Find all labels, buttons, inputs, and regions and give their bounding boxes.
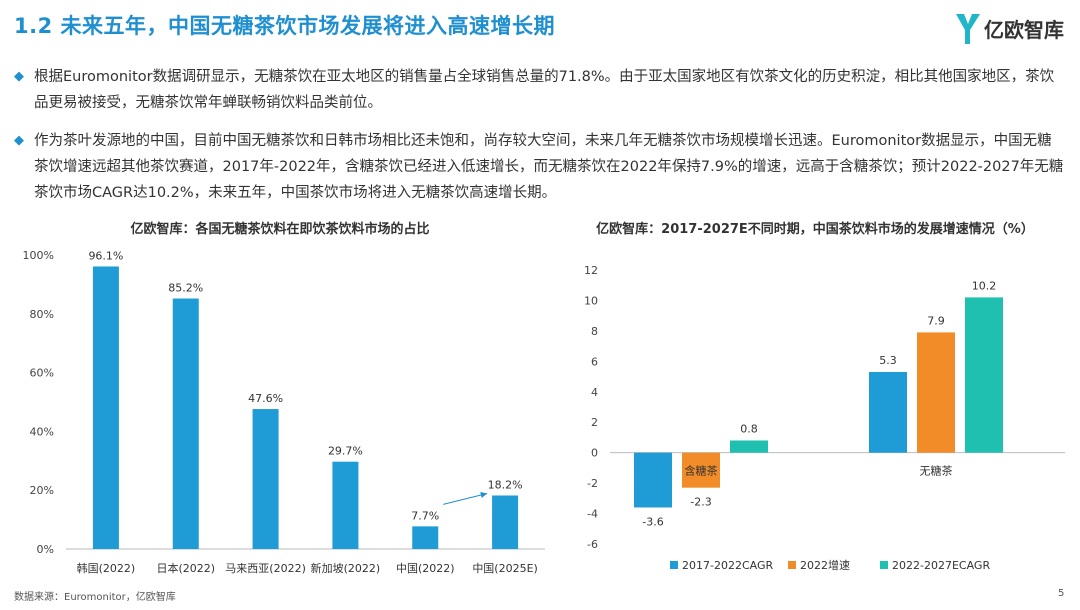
y-tick-label: 0% (37, 543, 54, 556)
y-tick-label: 10 (584, 294, 598, 307)
bar (492, 495, 519, 549)
bar (92, 266, 119, 549)
diamond-icon: ◆ (14, 133, 24, 148)
legend-label: 2022增速 (800, 558, 850, 572)
y-tick-label: 2 (591, 416, 598, 429)
data-label: 7.7% (411, 509, 439, 522)
x-tick-label: 新加坡(2022) (311, 561, 381, 575)
bullet-2: ◆ 作为茶叶发源地的中国，目前中国无糖茶饮和日韩市场相比还未饱和，尚存较大空间，… (14, 128, 1064, 206)
logo-text: 亿欧智库 (984, 18, 1064, 42)
y-tick-label: 80% (30, 308, 54, 321)
diamond-icon: ◆ (14, 69, 24, 84)
data-label: 85.2% (168, 282, 203, 295)
y-tick-label: -6 (587, 538, 598, 551)
source-note: 数据来源：Euromonitor，亿欧智库 (14, 592, 176, 603)
bullet-1-text: 根据Euromonitor数据调研显示，无糖茶饮在亚太地区的销售量占全球销售总量… (34, 69, 1055, 111)
bullet-1: ◆ 根据Euromonitor数据调研显示，无糖茶饮在亚太地区的销售量占全球销售… (14, 64, 1064, 116)
legend-swatch (880, 561, 888, 569)
data-label: 5.3 (879, 354, 897, 367)
bar (869, 371, 907, 453)
legend-label: 2022-2027ECAGR (892, 559, 990, 572)
page-number: 5 (1058, 588, 1065, 599)
data-label: 0.8 (740, 422, 758, 435)
data-label: 96.1% (88, 249, 123, 262)
bar (965, 297, 1003, 453)
y-tick-label: 0 (591, 447, 598, 460)
data-label: 7.9 (927, 314, 945, 327)
chart-growth-title: 亿欧智库：2017-2027E不同时期，中国茶饮料市场的发展增速情况（%） (596, 222, 1034, 237)
y-tick-label: 4 (591, 386, 598, 399)
arrow-line (443, 493, 488, 505)
x-tick-label: 含糖茶 (685, 464, 718, 478)
x-tick-label: 中国(2022) (396, 562, 455, 575)
bar (917, 332, 955, 453)
y-tick-label: 100% (23, 249, 54, 262)
y-tick-label: 60% (30, 367, 54, 380)
data-label: 47.6% (248, 392, 283, 405)
y-tick-label: 8 (591, 325, 598, 338)
legend-swatch (670, 561, 678, 569)
y-tick-label: 40% (30, 425, 54, 438)
data-label: -3.6 (642, 515, 663, 528)
bar (730, 440, 768, 453)
data-label: 29.7% (328, 445, 363, 458)
chart-growth: 亿欧智库：2017-2027E不同时期，中国茶饮料市场的发展增速情况（%） -6… (560, 218, 1070, 580)
bullet-2-text: 作为茶叶发源地的中国，目前中国无糖茶饮和日韩市场相比还未饱和，尚存较大空间，未来… (34, 133, 1064, 201)
x-tick-label: 马来西亚(2022) (225, 562, 306, 575)
data-label: 18.2% (488, 478, 523, 491)
logo: 亿欧智库 (952, 10, 1072, 46)
x-tick-label: 日本(2022) (156, 561, 215, 575)
chart-share-title: 亿欧智库：各国无糖茶饮料在即饮茶饮料市场的占比 (130, 222, 430, 237)
y-tick-label: -2 (587, 477, 598, 490)
legend-swatch (788, 561, 796, 569)
x-tick-label: 中国(2025E) (472, 562, 538, 575)
bar (332, 461, 359, 549)
y-tick-label: 12 (584, 264, 598, 277)
y-tick-label: -4 (587, 508, 598, 521)
chart-share-plot: 0% 20% 40% 60% 80% 100% 96.1% 韩国(2022) 85.2% 日本(2… (23, 249, 545, 575)
chart-growth-plot: -6 -4 -2 0 2 4 6 8 10 12 -3.6 -2.3 0.8 含糖茶 5.3 7.9 10.2 无… (584, 264, 1065, 572)
bar (634, 452, 672, 508)
data-label: 10.2 (972, 279, 997, 292)
y-tick-label: 6 (591, 355, 598, 368)
bar (172, 298, 199, 549)
x-tick-label: 无糖茶 (920, 464, 953, 478)
x-tick-label: 韩国(2022) (77, 561, 136, 575)
bar (682, 452, 720, 488)
logo-icon (956, 14, 980, 44)
chart-share: 亿欧智库：各国无糖茶饮料在即饮茶饮料市场的占比 0% 20% 40% 60% 80% 10… (10, 218, 550, 580)
page-title: 1.2 未来五年，中国无糖茶饮市场发展将进入高速增长期 (14, 14, 556, 38)
y-tick-label: 20% (30, 484, 54, 497)
data-label: -2.3 (690, 496, 711, 509)
bar (252, 409, 279, 549)
arrow-head (480, 492, 488, 498)
legend-label: 2017-2022CAGR (682, 559, 773, 572)
bar (412, 526, 439, 549)
